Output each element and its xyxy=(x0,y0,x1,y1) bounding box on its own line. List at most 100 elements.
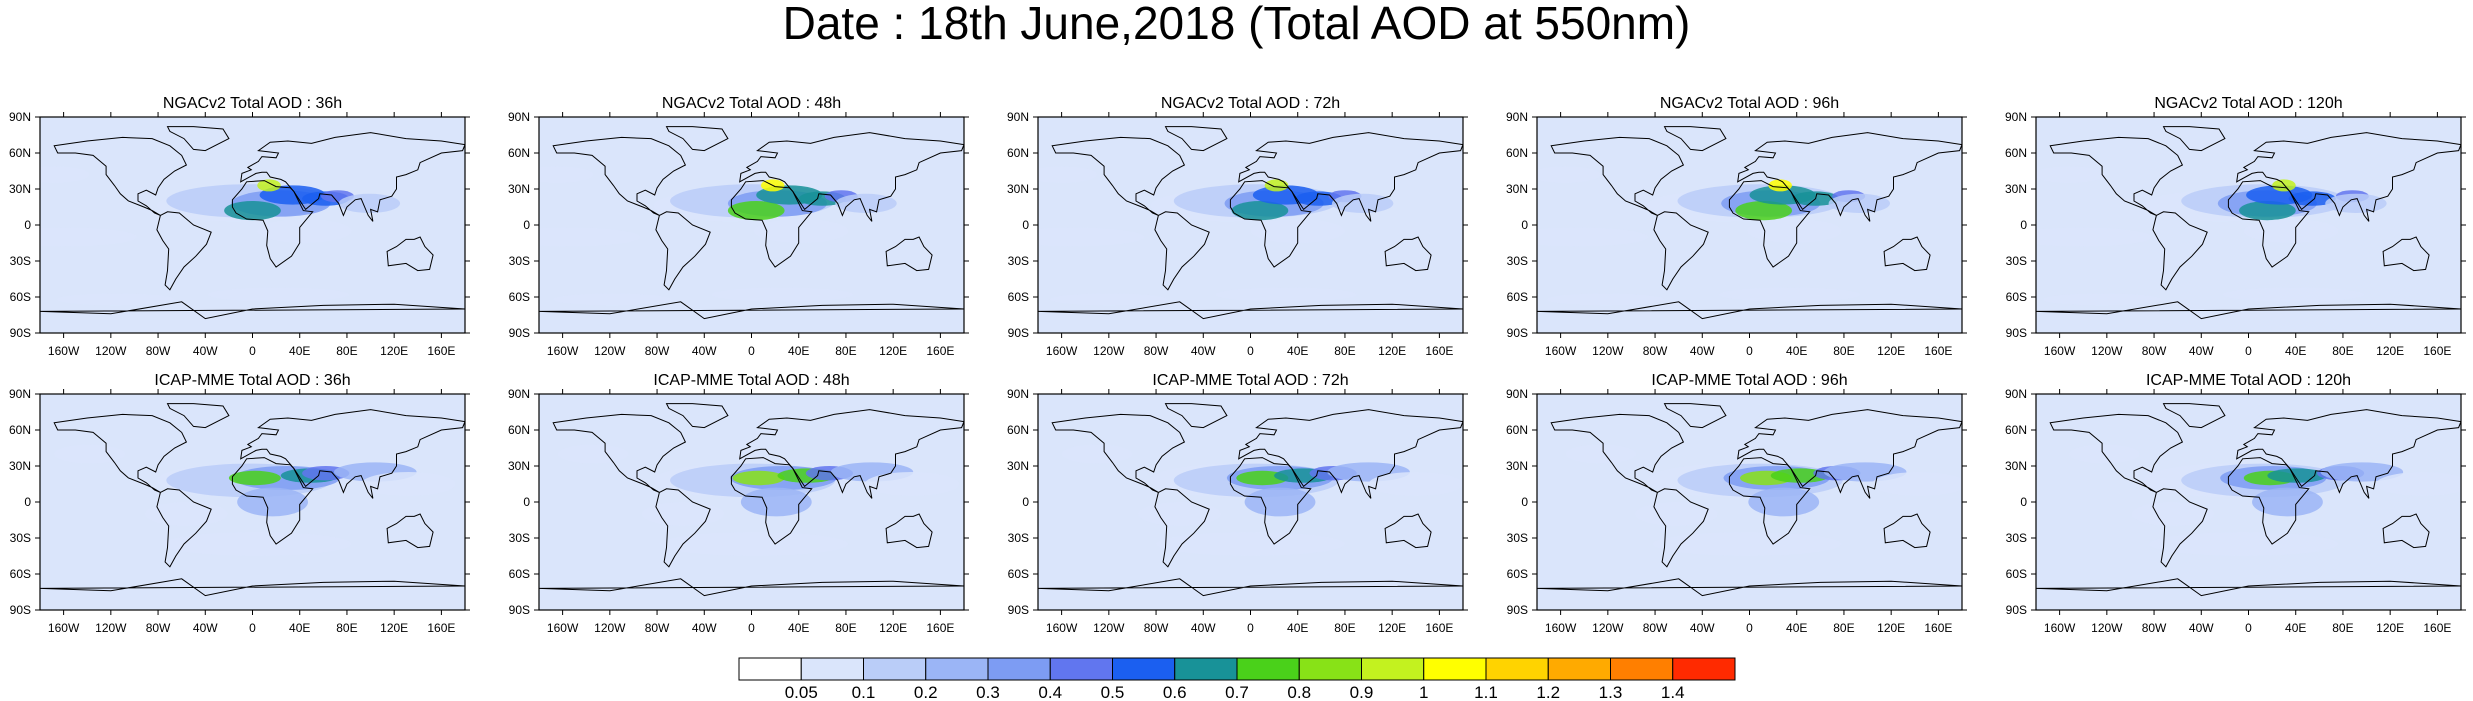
aod-plume xyxy=(54,444,125,464)
aod-plume xyxy=(2036,227,2152,247)
aod-plume xyxy=(1718,287,1861,302)
colorbar-swatch xyxy=(987,657,1051,681)
lat-label: 30N xyxy=(1506,182,1528,196)
coastline xyxy=(730,457,813,545)
aod-plume xyxy=(659,532,849,556)
lon-label: 80E xyxy=(336,621,357,635)
coastline xyxy=(2152,211,2208,291)
lat-label: 60S xyxy=(1507,290,1528,304)
aod-plume xyxy=(56,293,175,306)
lon-label: 160E xyxy=(1425,621,1453,635)
lat-label: 60N xyxy=(2005,146,2027,160)
colorbar-tick-label: 0.5 xyxy=(1101,683,1125,701)
coastline xyxy=(240,409,465,499)
lat-label: 90N xyxy=(1007,110,1029,124)
aod-plume xyxy=(361,472,456,496)
coastline xyxy=(1537,578,1962,597)
aod-plume xyxy=(2325,193,2387,213)
lon-label: 120W xyxy=(594,344,626,358)
lat-label: 60N xyxy=(9,146,31,160)
lat-label: 60S xyxy=(2006,290,2027,304)
lon-label: 80W xyxy=(645,621,670,635)
lon-label: 80W xyxy=(146,621,171,635)
lon-label: 160W xyxy=(547,621,579,635)
aod-plume xyxy=(257,219,352,243)
panel-title: NGACv2 Total AOD : 72h xyxy=(1161,95,1340,112)
colorbar-swatch xyxy=(1672,657,1736,681)
aod-plume xyxy=(2376,472,2461,496)
lat-label: 60S xyxy=(10,567,31,581)
colorbar-tick-label: 0.9 xyxy=(1350,683,1374,701)
lat-label: 60N xyxy=(1506,423,1528,437)
coastline xyxy=(739,409,964,499)
coastline xyxy=(1550,136,1685,216)
coastline xyxy=(1038,578,1463,597)
lat-label: 60S xyxy=(1507,567,1528,581)
coastline xyxy=(1737,409,1962,499)
lon-label: 40W xyxy=(1690,344,1715,358)
aod-background-field xyxy=(2036,394,2461,610)
aod-plume xyxy=(1331,193,1394,213)
lon-label: 40E xyxy=(788,621,809,635)
panel-title: NGACv2 Total AOD : 48h xyxy=(662,95,841,112)
lat-label: 30S xyxy=(10,531,31,545)
coastline xyxy=(1038,301,1463,320)
lon-label: 0 xyxy=(1247,344,1254,358)
coastline xyxy=(539,578,964,597)
coastline xyxy=(1051,413,1186,493)
lon-label: 40W xyxy=(193,344,218,358)
aod-plume xyxy=(40,227,137,247)
lon-label: 40E xyxy=(1786,344,1807,358)
lon-label: 120E xyxy=(2376,344,2404,358)
lat-label: 60N xyxy=(508,423,530,437)
aod-plume xyxy=(1138,502,1221,526)
lat-label: 60S xyxy=(2006,567,2027,581)
aod-plume xyxy=(162,532,352,556)
colorbar-tick-label: 0.6 xyxy=(1163,683,1187,701)
aod-plume xyxy=(539,166,594,183)
lon-label: 80E xyxy=(1833,344,1854,358)
lat-label: 90S xyxy=(509,326,530,340)
colorbar-swatch xyxy=(1423,657,1487,681)
lat-label: 30N xyxy=(2005,182,2027,196)
lat-label: 60S xyxy=(1008,290,1029,304)
colorbar-swatch xyxy=(1112,657,1176,681)
lon-label: 40E xyxy=(1287,621,1308,635)
lat-label: 30S xyxy=(10,254,31,268)
lat-label: 90N xyxy=(2005,387,2027,401)
colorbar-swatch xyxy=(1485,657,1549,681)
lon-label: 40W xyxy=(2189,621,2214,635)
lon-label: 120E xyxy=(1877,344,1905,358)
aod-plume xyxy=(740,487,812,517)
lon-label: 80E xyxy=(336,344,357,358)
lat-label: 90N xyxy=(1506,110,1528,124)
aod-plume xyxy=(2320,462,2404,482)
lon-label: 160W xyxy=(2044,344,2076,358)
coastline xyxy=(1229,180,1312,268)
coastline xyxy=(739,132,964,222)
lon-label: 160W xyxy=(48,344,80,358)
map-panel-icap-mme-3: ICAP-MME Total AOD : 96h 90N 60N 30N 0 30S 60S… xyxy=(1506,372,1967,635)
lon-label: 40W xyxy=(692,344,717,358)
lon-label: 80W xyxy=(1643,344,1668,358)
colorbar-tick-label: 0.8 xyxy=(1287,683,1311,701)
aod-plume xyxy=(1546,293,1665,306)
lon-label: 160W xyxy=(1545,621,1577,635)
lon-label: 160E xyxy=(2423,344,2451,358)
lon-label: 40W xyxy=(2189,344,2214,358)
aod-plume xyxy=(1231,201,1289,221)
lon-label: 80W xyxy=(1144,621,1169,635)
lon-label: 80W xyxy=(2142,344,2167,358)
figure-title: Date : 18th June,2018 (Total AOD at 550n… xyxy=(782,0,1691,49)
aod-plume xyxy=(228,470,281,486)
lon-label: 120W xyxy=(1592,344,1624,358)
coastline xyxy=(2382,236,2430,272)
lon-label: 40W xyxy=(692,621,717,635)
lon-label: 160E xyxy=(2423,621,2451,635)
lon-label: 80E xyxy=(1833,621,1854,635)
aod-plume xyxy=(1735,201,1792,221)
lat-label: 60S xyxy=(10,290,31,304)
lon-label: 120W xyxy=(1592,621,1624,635)
aod-plume xyxy=(1748,487,1820,517)
coastline xyxy=(2036,578,2461,597)
